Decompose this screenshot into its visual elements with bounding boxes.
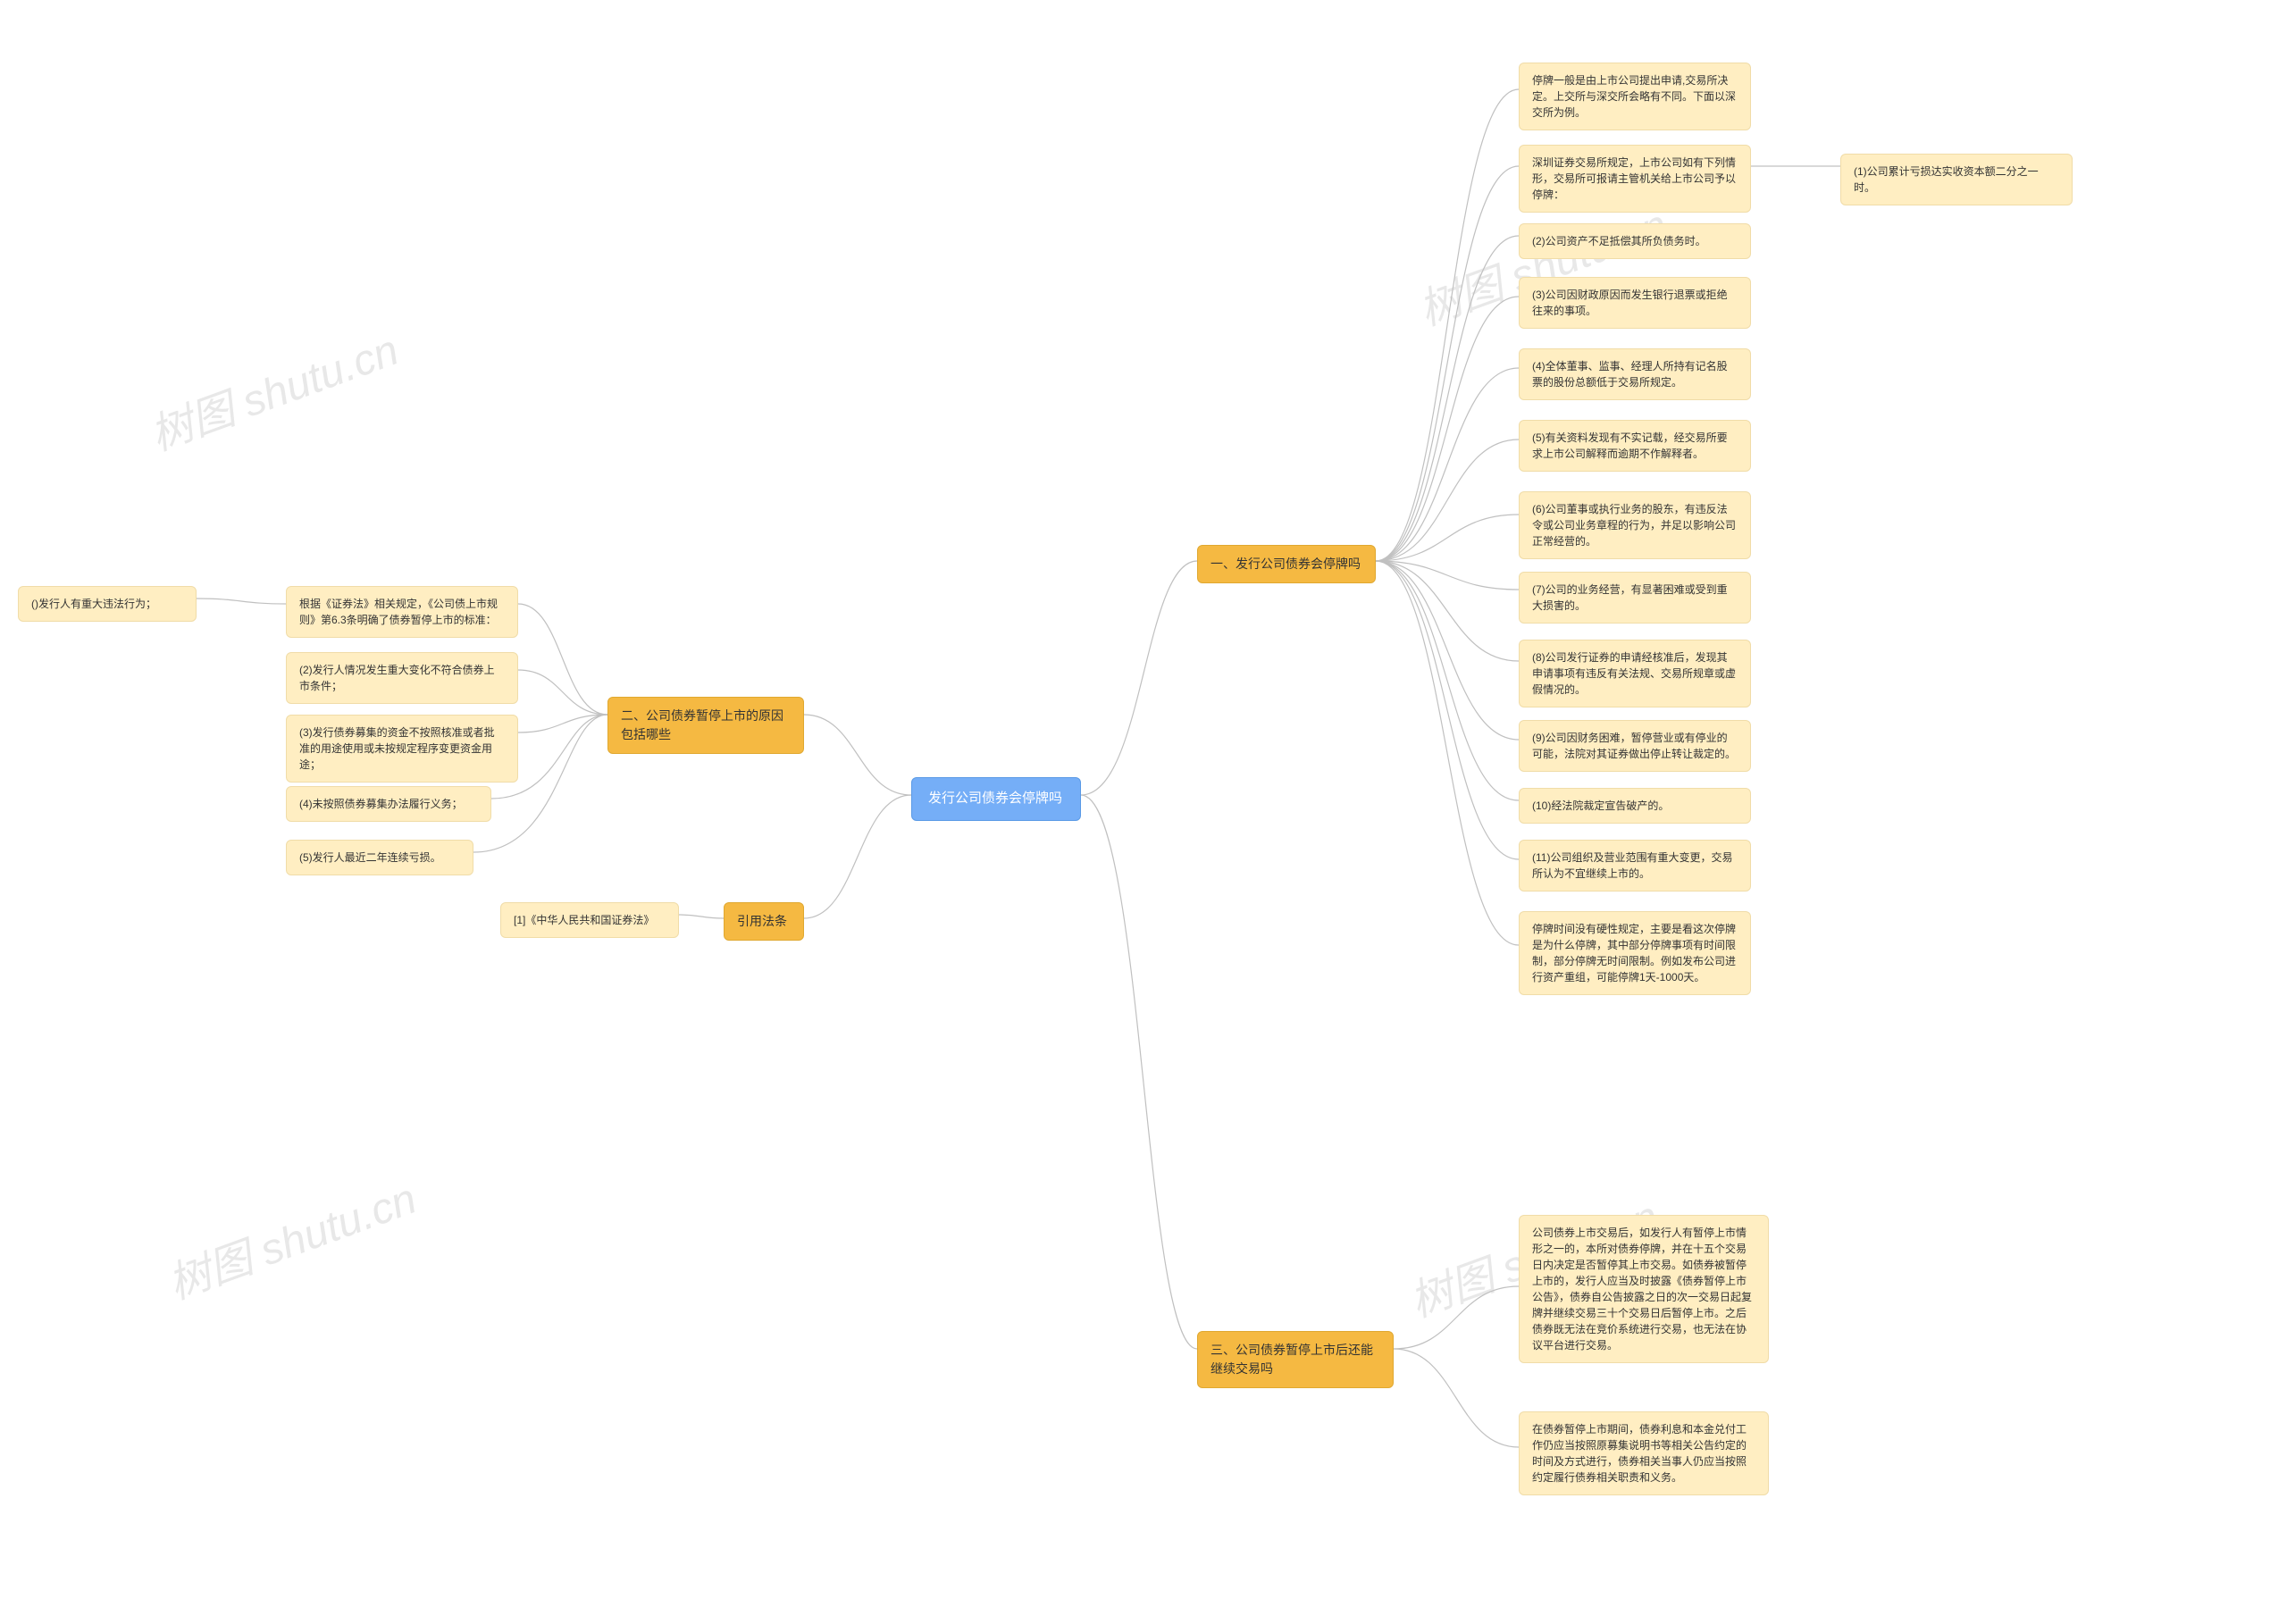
leaf-node[interactable]: ()发行人有重大违法行为； [18,586,197,622]
leaf-node[interactable]: 深圳证券交易所规定，上市公司如有下列情形，交易所可报请主管机关给上市公司予以停牌… [1519,145,1751,213]
leaf-node[interactable]: (3)发行债券募集的资金不按照核准或者批准的用途使用或未按规定程序变更资金用途； [286,715,518,783]
leaf-node[interactable]: (4)未按照债券募集办法履行义务； [286,786,491,822]
leaf-node[interactable]: 根据《证券法》相关规定，《公司债上市规则》第6.3条明确了债券暂停上市的标准： [286,586,518,638]
leaf-node[interactable]: (1)公司累计亏损达实收资本额二分之一时。 [1840,154,2073,205]
leaf-node[interactable]: (3)公司因财政原因而发生银行退票或拒绝往来的事项。 [1519,277,1751,329]
watermark: 树图 shutu.cn [158,1163,423,1310]
leaf-node[interactable]: 停牌一般是由上市公司提出申请,交易所决定。上交所与深交所会略有不同。下面以深交所… [1519,63,1751,130]
leaf-node[interactable]: (2)公司资产不足抵偿其所负债务时。 [1519,223,1751,259]
branch-citation[interactable]: 引用法条 [724,902,804,941]
leaf-node[interactable]: (5)有关资料发现有不实记载，经交易所要求上市公司解释而逾期不作解释者。 [1519,420,1751,472]
leaf-node[interactable]: 停牌时间没有硬性规定，主要是看这次停牌是为什么停牌，其中部分停牌事项有时间限制，… [1519,911,1751,995]
leaf-node[interactable]: 公司债券上市交易后，如发行人有暂停上市情形之一的，本所对债券停牌，并在十五个交易… [1519,1215,1769,1363]
mindmap-root[interactable]: 发行公司债券会停牌吗 [911,777,1081,821]
leaf-node[interactable]: 在债券暂停上市期间，债券利息和本金兑付工作仍应当按照原募集说明书等相关公告约定的… [1519,1411,1769,1495]
leaf-node[interactable]: (6)公司董事或执行业务的股东，有违反法令或公司业务章程的行为，并足以影响公司正… [1519,491,1751,559]
leaf-node[interactable]: (7)公司的业务经营，有显著困难或受到重大损害的。 [1519,572,1751,624]
branch-section-2[interactable]: 二、公司债券暂停上市的原因包括哪些 [607,697,804,754]
leaf-node[interactable]: (4)全体董事、监事、经理人所持有记名股票的股份总额低于交易所规定。 [1519,348,1751,400]
leaf-node[interactable]: (10)经法院裁定宣告破产的。 [1519,788,1751,824]
leaf-node[interactable]: (5)发行人最近二年连续亏损。 [286,840,473,875]
branch-section-3[interactable]: 三、公司债券暂停上市后还能继续交易吗 [1197,1331,1394,1388]
leaf-node[interactable]: [1]《中华人民共和国证券法》 [500,902,679,938]
leaf-node[interactable]: (8)公司发行证券的申请经核准后，发现其申请事项有违反有关法规、交易所规章或虚假… [1519,640,1751,707]
watermark: 树图 shutu.cn [140,314,406,462]
leaf-node[interactable]: (2)发行人情况发生重大变化不符合债券上市条件； [286,652,518,704]
leaf-node[interactable]: (9)公司因财务困难，暂停营业或有停业的可能，法院对其证券做出停止转让裁定的。 [1519,720,1751,772]
leaf-node[interactable]: (11)公司组织及营业范围有重大变更，交易所认为不宜继续上市的。 [1519,840,1751,892]
branch-section-1[interactable]: 一、发行公司债券会停牌吗 [1197,545,1376,583]
